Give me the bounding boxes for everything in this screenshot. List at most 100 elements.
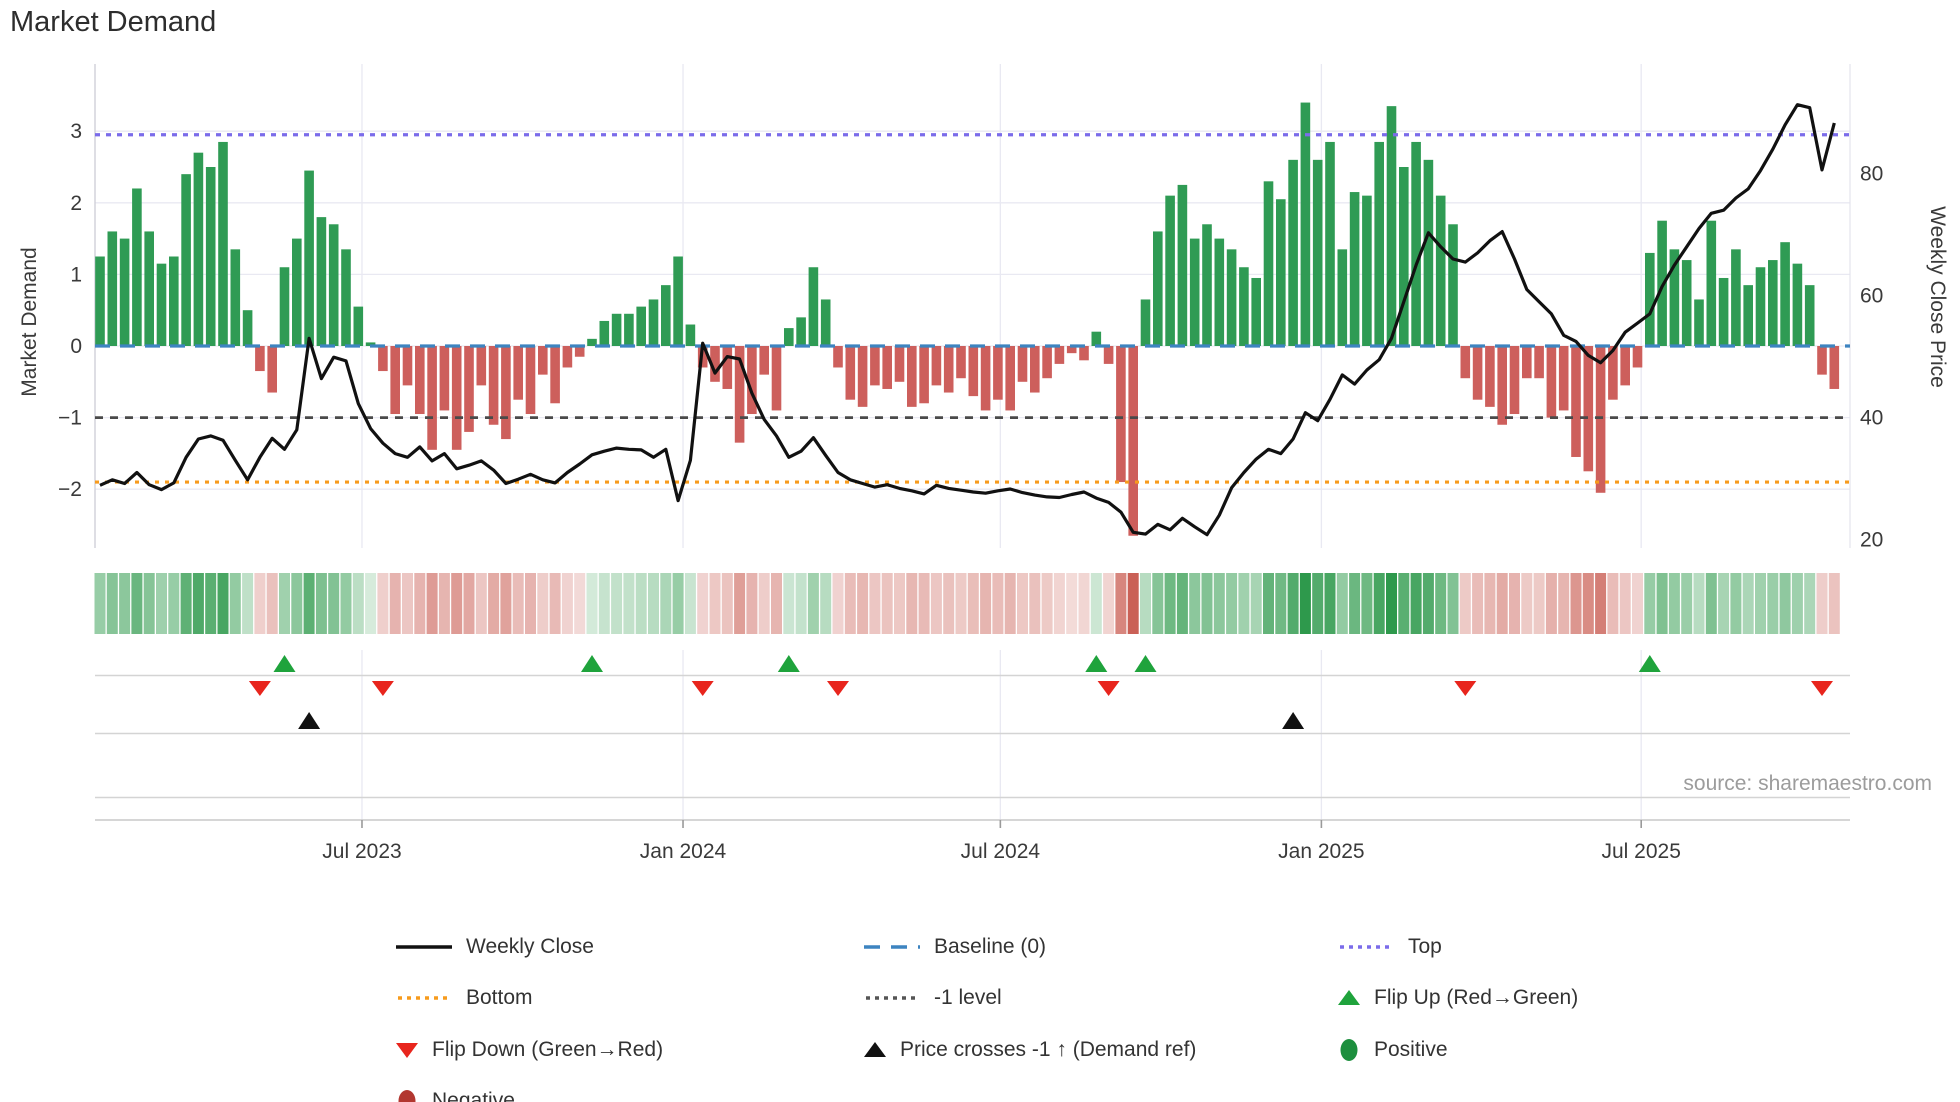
legend-item[interactable]: Weekly Close [394,935,594,959]
demand-bar [894,346,905,382]
demand-bars [95,102,1840,536]
demand-bar [205,167,216,346]
demand-bar [316,217,327,346]
legend-dots-icon [1336,940,1396,954]
demand-bar [993,346,1003,400]
demand-bar [1337,249,1348,346]
demand-bar [107,231,118,346]
demand-bar [562,346,573,368]
demand-bar [156,263,167,346]
source-note: source: sharemaestro.com [1683,772,1932,795]
demand-bar [722,346,733,389]
demand-bar [624,313,634,346]
legend-label: Price crosses -1 ↑ (Demand ref) [900,1038,1197,1061]
demand-bar [1276,199,1286,346]
legend-item[interactable]: Flip Up (Red→Green) [1336,986,1578,1010]
demand-bar [1448,224,1458,346]
demand-bar [599,320,610,346]
legend-item[interactable]: Price crosses -1 ↑ (Demand ref) [862,1038,1196,1062]
legend-label: Top [1408,935,1442,958]
legend-label: Negative [432,1089,515,1102]
flip-up-marker [1085,655,1108,672]
demand-bar [1485,346,1495,407]
demand-bar [1645,252,1655,346]
demand-bar [230,249,241,346]
demand-bar [1817,346,1827,375]
demand-bar [1128,346,1138,536]
demand-bar [439,346,450,411]
demand-bar [661,285,671,346]
legend-item[interactable]: Flip Down (Green→Red) [394,1038,663,1062]
demand-bar [1103,346,1114,364]
demand-bar [784,328,794,346]
demand-bar [1571,346,1581,457]
legend-tri-up-icon [862,1040,888,1060]
left-tick-label: 1 [70,263,82,286]
demand-bar [365,342,376,346]
demand-bar [488,346,499,425]
legend-item[interactable]: Baseline (0) [862,935,1046,959]
demand-bar [1239,267,1249,346]
demand-bar [427,346,437,450]
demand-bar [1509,346,1520,415]
reference-lines [95,133,1850,484]
demand-bar [1017,346,1028,382]
demand-bar [796,317,806,346]
legend-item[interactable]: Negative [394,1089,515,1102]
demand-bar [808,267,819,346]
legend-dots-icon [862,991,922,1005]
flip-up-marker [581,655,603,672]
demand-bar [636,306,646,346]
demand-bar [587,338,597,346]
legend-item[interactable]: Positive [1336,1038,1448,1062]
marker-panel [95,674,1850,828]
demand-bar [710,346,720,382]
demand-bar [907,346,917,407]
flip-down-marker [248,681,271,696]
demand-bar [1768,260,1778,346]
demand-bar [292,238,302,346]
demand-bar [119,238,130,346]
demand-bar [1780,242,1790,346]
demand-bar [1792,263,1803,346]
legend-circle-icon [394,1089,420,1102]
demand-bar [1054,346,1065,364]
legend-label: -1 level [934,986,1002,1009]
demand-bar [673,256,683,346]
demand-bar [1374,141,1384,346]
demand-bar [1632,346,1643,368]
legend-item[interactable]: -1 level [862,986,1002,1010]
demand-bar [1140,299,1151,346]
right-tick-label: 20 [1860,529,1883,552]
demand-bar [820,299,831,346]
legend-item[interactable]: Top [1336,935,1442,959]
price-cross-marker [1282,712,1305,729]
demand-bar [1349,192,1360,346]
demand-bar [1116,346,1126,483]
demand-bar [1546,346,1557,418]
demand-bar [1251,277,1261,346]
demand-bar [574,346,585,357]
demand-bar [525,346,536,415]
demand-bar [218,141,228,346]
left-tick-label: 0 [70,335,82,358]
demand-bar [1411,141,1421,346]
flip-down-marker [1811,681,1833,696]
legend-item[interactable]: Bottom [394,986,533,1010]
demand-bar [1153,231,1163,346]
demand-bar [1300,102,1311,346]
demand-bar [1066,346,1077,354]
demand-bar [611,313,622,346]
demand-bar [1718,277,1729,346]
right-tick-label: 60 [1860,285,1883,308]
demand-bar [648,299,659,346]
flip-up-marker [777,655,800,672]
legend-tri-down-icon [394,1040,420,1060]
legend-label: Baseline (0) [934,935,1047,958]
demand-bar [464,346,474,432]
legend-label: Weekly Close [466,935,594,958]
flip-up-marker [1638,655,1661,672]
legend-tri-up-icon [1336,988,1362,1008]
demand-bar [968,346,979,397]
